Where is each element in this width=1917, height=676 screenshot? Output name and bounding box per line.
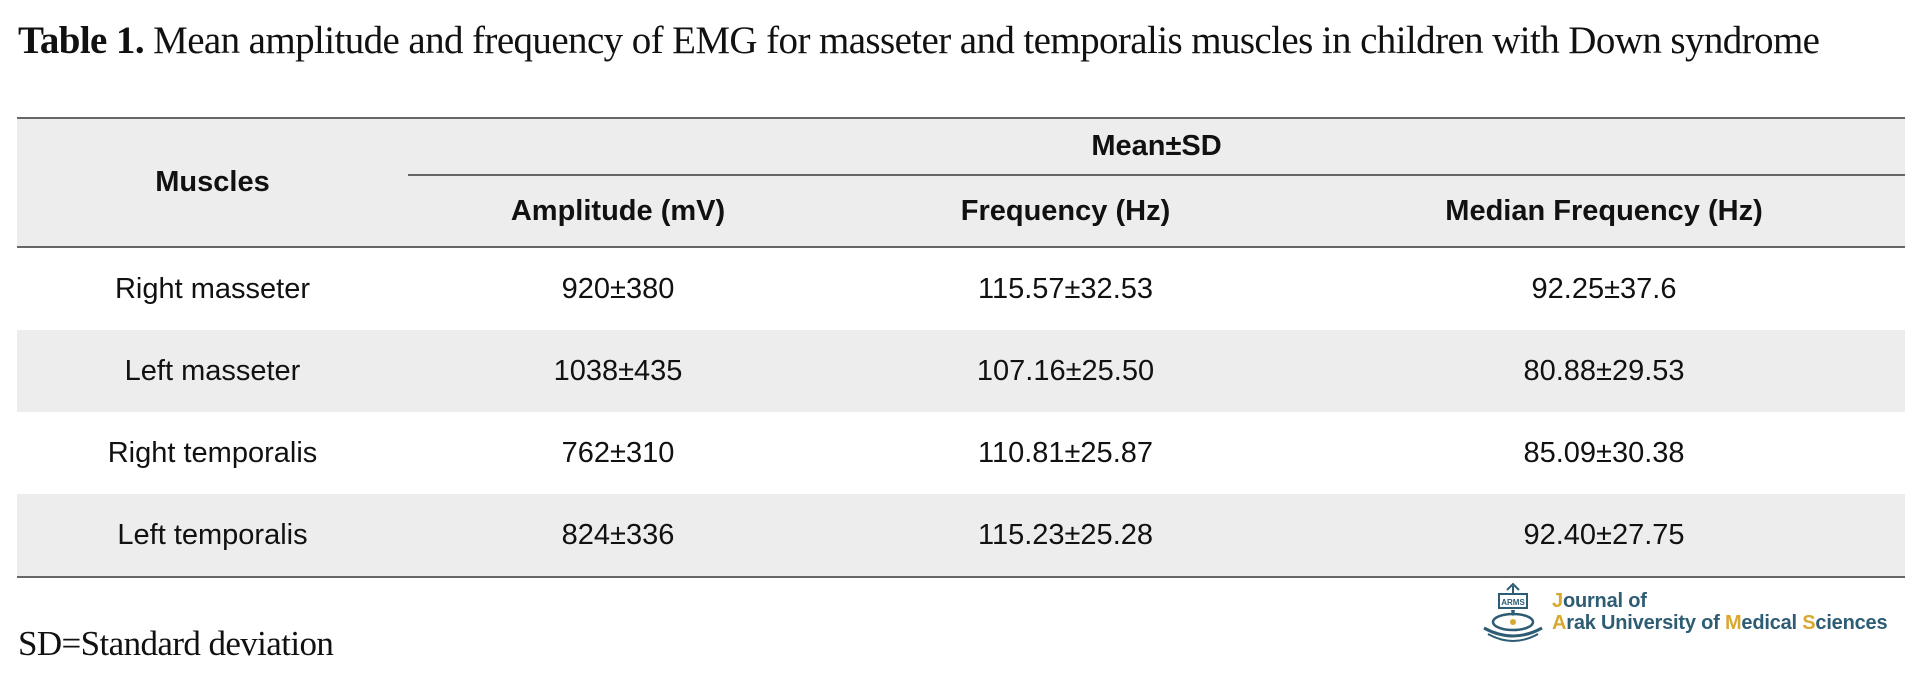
table-row: Right masseter 920±380 115.57±32.53 92.2… xyxy=(17,247,1905,330)
emblem-text: ARMS xyxy=(1501,598,1525,607)
cell-median-frequency: 92.40±27.75 xyxy=(1303,494,1906,578)
cell-amplitude: 824±336 xyxy=(408,494,828,578)
journal-logo: ARMS Journal of Arak University of Medic… xyxy=(1478,582,1910,646)
journal-name: Journal of Arak University of Medical Sc… xyxy=(1552,590,1888,634)
header-amplitude: Amplitude (mV) xyxy=(408,175,828,248)
cell-median-frequency: 80.88±29.53 xyxy=(1303,330,1906,412)
header-frequency: Frequency (Hz) xyxy=(828,175,1303,248)
journal-name-initial-s: S xyxy=(1802,612,1816,634)
journal-name-line1-rest: ournal of xyxy=(1562,590,1647,612)
journal-name-segment: rak University of xyxy=(1566,612,1725,634)
table-row: Left masseter 1038±435 107.16±25.50 80.8… xyxy=(17,330,1906,412)
header-median-frequency: Median Frequency (Hz) xyxy=(1303,175,1906,248)
journal-name-initial-a: A xyxy=(1552,612,1567,634)
header-row-top: Muscles Mean±SD xyxy=(17,117,1906,248)
data-table-container: Muscles Mean±SD Amplitude (mV) Frequency… xyxy=(17,117,1906,578)
cell-amplitude: 920±380 xyxy=(561,272,675,305)
cell-median-frequency: 85.09±30.38 xyxy=(1523,436,1685,469)
table-footnote: SD=Standard deviation xyxy=(18,624,334,663)
header-row-sub: Amplitude (mV) Frequency (Hz) Median Fre… xyxy=(17,175,1906,248)
cell-amplitude: 762±310 xyxy=(561,436,675,469)
journal-name-segment: ciences xyxy=(1815,612,1888,634)
table-row: Left temporalis 824±336 115.23±25.28 92.… xyxy=(17,494,1906,578)
cell-muscle: Right temporalis xyxy=(107,436,318,469)
cell-median-frequency: 92.25±37.6 xyxy=(1531,272,1677,305)
table-caption-label: Table 1. xyxy=(18,19,145,62)
journal-name-line1: Journal of xyxy=(1552,590,1887,612)
table-row: Right temporalis 762±310 110.81±25.87 85… xyxy=(17,412,1905,494)
cell-muscle: Left masseter xyxy=(17,330,408,412)
cell-frequency: 110.81±25.87 xyxy=(977,436,1154,469)
cell-frequency: 115.57±32.53 xyxy=(977,272,1154,305)
cell-muscle: Right masseter xyxy=(114,272,310,305)
table-head: Muscles Mean±SD Amplitude (mV) Frequency… xyxy=(17,117,1906,248)
journal-emblem-icon: ARMS xyxy=(1483,582,1543,642)
cell-frequency: 115.23±25.28 xyxy=(828,494,1303,578)
table-caption-text: Mean amplitude and frequency of EMG for … xyxy=(153,19,1820,62)
cell-muscle: Left temporalis xyxy=(17,494,408,578)
journal-name-initial-j: J xyxy=(1552,590,1563,612)
journal-name-line2: Arak University of Medical Sciences xyxy=(1552,612,1888,634)
cell-frequency: 107.16±25.50 xyxy=(828,330,1303,412)
cell-amplitude: 1038±435 xyxy=(408,330,828,412)
table-body: Right masseter 920±380 115.57±32.53 92.2… xyxy=(17,247,1906,578)
emg-table: Muscles Mean±SD Amplitude (mV) Frequency… xyxy=(17,117,1906,578)
header-muscles: Muscles xyxy=(17,117,408,248)
table-caption: Table 1. Mean amplitude and frequency of… xyxy=(18,16,1820,66)
header-mean-sd: Mean±SD xyxy=(408,117,1906,176)
journal-name-segment: edical xyxy=(1741,612,1803,634)
journal-name-initial-m: M xyxy=(1724,612,1742,634)
